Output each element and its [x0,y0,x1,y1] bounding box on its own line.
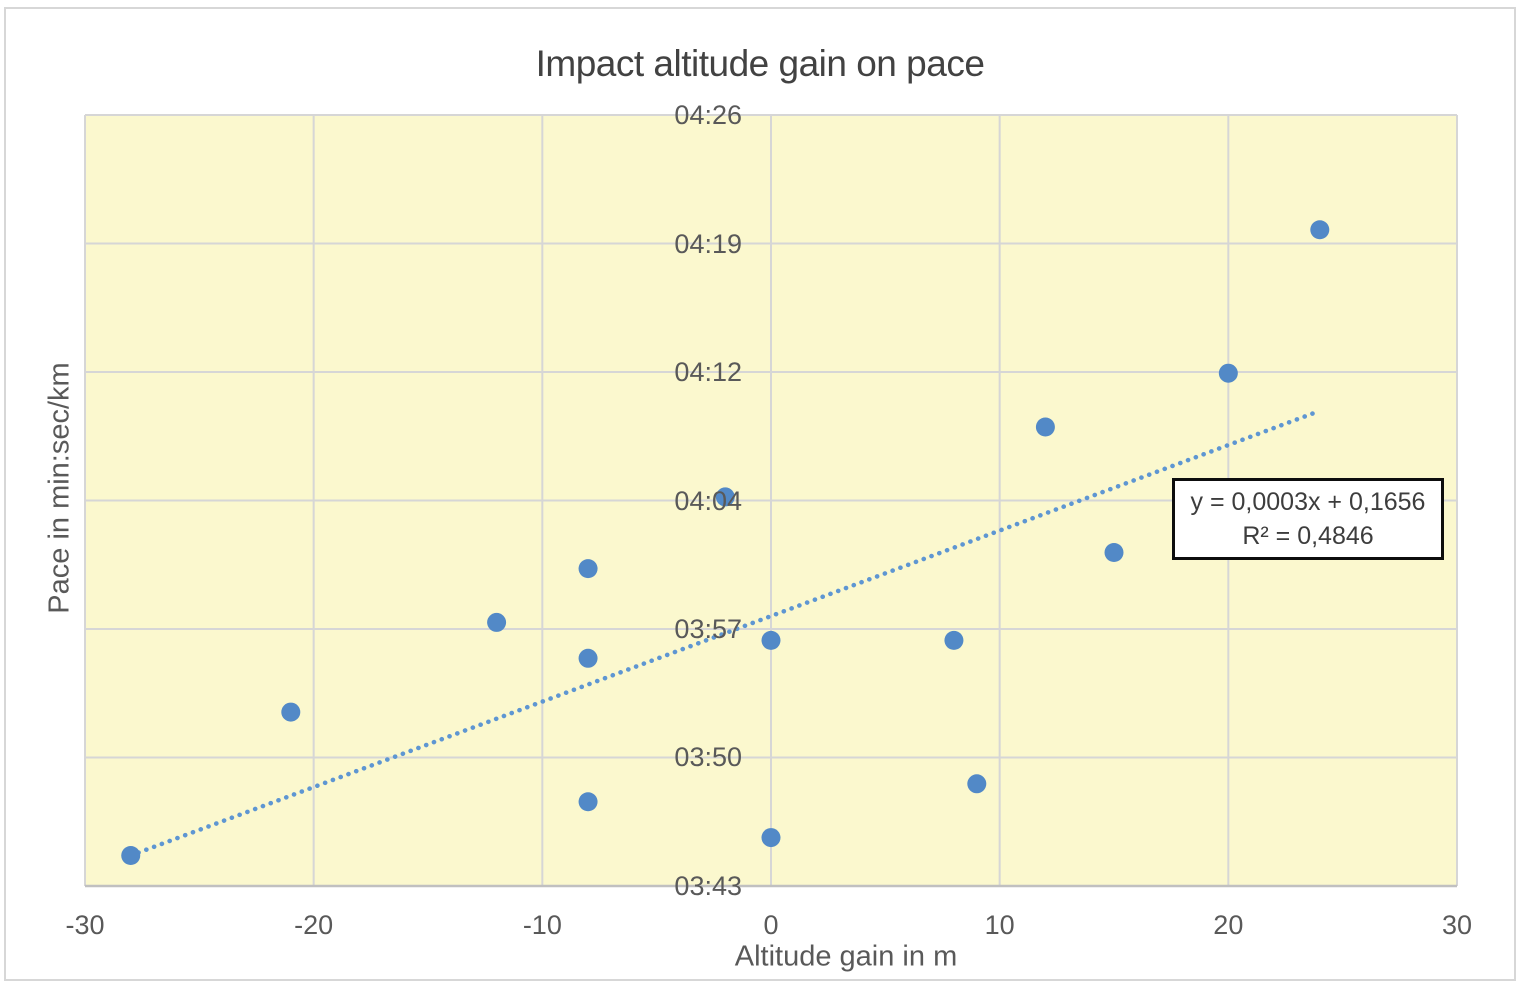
data-point [967,774,987,794]
data-point [578,559,598,579]
data-point [281,702,301,722]
data-point [578,648,598,668]
data-point [715,487,735,507]
data-point [121,846,141,866]
x-tick-label: 20 [1213,910,1244,940]
trendline-equation-box: y = 0,0003x + 0,1656 R² = 0,4846 [1172,478,1444,560]
y-tick-label: 04:26 [674,100,742,130]
x-tick-label: -30 [65,910,105,940]
y-tick-label: 04:04 [674,485,742,516]
x-axis-title: Altitude gain in m [734,940,958,973]
x-tick-label: -10 [522,910,562,940]
data-point [578,792,598,812]
equation-line1: y = 0,0003x + 0,1656 [1190,488,1426,516]
x-tick-label: 10 [984,910,1015,940]
data-point [944,630,964,650]
y-tick-label: 03:50 [674,742,742,773]
x-tick-label: 0 [763,910,779,940]
chart-title: Impact altitude gain on pace [535,43,985,84]
y-tick-label: 03:43 [674,871,742,901]
data-point [1104,542,1124,562]
y-axis-title: Pace in min:sec/km [43,362,76,614]
x-tick-label: 30 [1441,910,1473,940]
data-point [487,612,507,632]
x-tick-label: -20 [294,910,334,940]
y-tick-label: 04:19 [674,228,742,259]
data-point [1310,220,1330,240]
equation-line2: R² = 0,4846 [1242,522,1374,550]
data-point [1218,363,1238,383]
y-tick-label: 04:12 [674,356,742,387]
data-point [761,828,781,848]
data-point [1035,417,1055,437]
data-point [761,630,781,650]
y-tick-label: 03:57 [674,614,742,644]
